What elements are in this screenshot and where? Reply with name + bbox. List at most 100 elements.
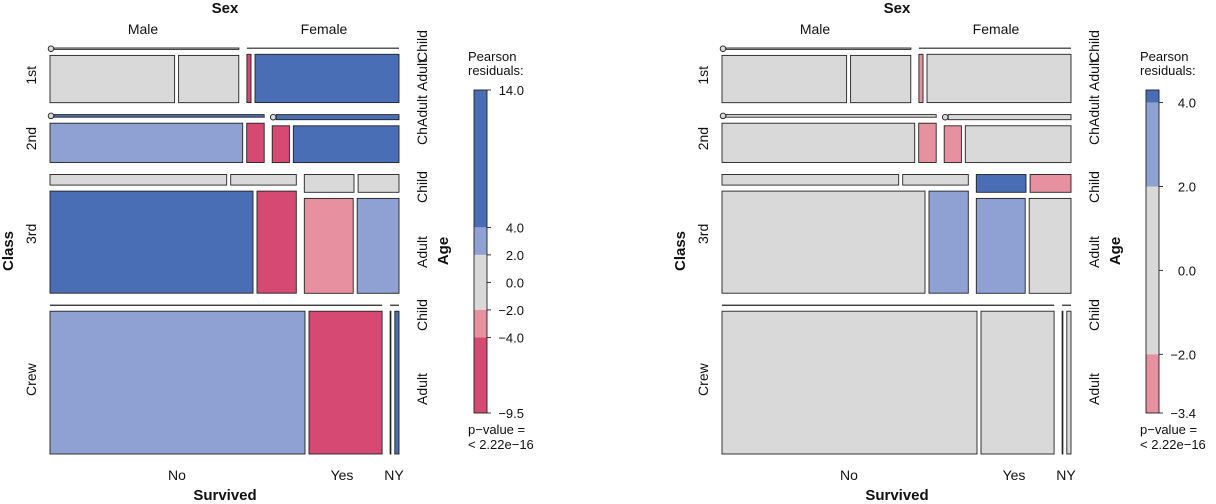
age-label-0: Child — [414, 30, 430, 62]
class-label-1st: 1st — [695, 66, 711, 85]
cell-2nd-Female-Child-Yes — [275, 114, 400, 121]
age-label-5: Adult — [414, 236, 430, 268]
age-label-0: Child — [1086, 30, 1102, 62]
survived-label-yes: Yes — [331, 467, 354, 483]
pvalue-line1: p−value = — [468, 422, 525, 437]
cell-3rd-Female-Adult-Yes — [1028, 197, 1072, 294]
cell-1st-Male-Child-Yes — [725, 47, 912, 50]
cell-3rd-Female-Child-No — [975, 174, 1027, 193]
legend-band-2 — [1146, 186, 1159, 355]
age-label-1: Adult — [414, 59, 430, 91]
axis-title-survived: Survived — [865, 487, 928, 504]
legend-title-line1: Pearson — [1140, 49, 1188, 64]
survived-label-no: No — [168, 467, 186, 483]
cell-2nd-Female-Adult-No — [943, 125, 962, 164]
survived-label-no: No — [840, 467, 858, 483]
cell-3rd-Male-Adult-No — [721, 190, 926, 294]
cell-Crew-Female-Adult-Yes — [1066, 310, 1072, 455]
cell-1st-Female-Adult-No — [246, 53, 252, 104]
cell-1st-Male-Adult-No — [49, 54, 176, 104]
cell-1st-Male-Adult-No — [721, 54, 848, 104]
legend-band-3 — [474, 309, 487, 338]
legend-tick-label-4: −3.4 — [1170, 406, 1196, 421]
cell-2nd-Male-Adult-Yes — [918, 122, 937, 163]
legend-tick-label-1: 4.0 — [506, 220, 524, 235]
legend-box — [1145, 89, 1160, 414]
pvalue-line2: < 2.22e−16 — [468, 437, 534, 452]
legend-tick-label-1: 2.0 — [1178, 179, 1196, 194]
class-label-2nd: 2nd — [23, 127, 39, 150]
legend-band-0 — [1146, 90, 1159, 103]
legend-box — [473, 89, 488, 414]
class-label-3rd: 3rd — [23, 224, 39, 244]
age-label-1: Adult — [1086, 59, 1102, 91]
class-label-3rd: 3rd — [695, 224, 711, 244]
legend-tick-label-0: 14.0 — [499, 83, 524, 98]
legend-tick-label-3: −2.0 — [1170, 347, 1196, 362]
cell-2nd-Female-Adult-Yes — [964, 125, 1072, 164]
class-label-Crew: Crew — [695, 362, 711, 396]
mosaic-panel-right: Sex Male Female Class 1st 2nd 3rd Crew No Yes NY Su… — [672, 0, 1206, 504]
cell-3rd-Female-Adult-Yes — [356, 197, 400, 294]
class-label-Crew: Crew — [23, 362, 39, 396]
cell-3rd-Male-Adult-No — [49, 190, 254, 294]
cell-3rd-Female-Child-No — [303, 174, 355, 193]
cell-2nd-Male-Child-Yes — [53, 114, 265, 118]
cell-3rd-Female-Adult-No — [975, 197, 1026, 294]
cell-3rd-Female-Adult-No — [303, 197, 354, 294]
sex-label-female: Female — [301, 21, 348, 37]
cell-Crew-Male-Adult-No — [721, 310, 978, 455]
cell-1st-Female-Adult-No — [918, 53, 924, 104]
legend-band-2 — [474, 254, 487, 310]
axis-title-age: Age — [435, 237, 452, 265]
cell-Crew-Male-Adult-Yes — [308, 310, 383, 455]
axis-title-survived: Survived — [193, 487, 256, 504]
cell-2nd-Male-Child-No-zero — [719, 112, 727, 120]
cell-2nd-Female-Child-No-zero — [941, 113, 949, 121]
cell-1st-Male-Adult-Yes — [178, 54, 240, 104]
cell-3rd-Male-Child-Yes — [902, 174, 969, 186]
cell-1st-Male-Child-Yes — [53, 47, 240, 50]
cell-2nd-Female-Adult-No — [271, 125, 290, 164]
age-label-7: Adult — [1086, 373, 1102, 405]
axis-title-sex: Sex — [212, 0, 239, 17]
pvalue-line1: p−value = — [1140, 422, 1197, 437]
legend-title-line2: residuals: — [1140, 63, 1196, 78]
cell-1st-Male-Child-No-zero — [47, 45, 55, 52]
class-label-2nd: 2nd — [695, 127, 711, 150]
cell-Crew-Female-Adult-No — [1061, 310, 1064, 455]
age-label-4: Child — [414, 171, 430, 203]
axis-title-class: Class — [672, 231, 689, 271]
legend-tick-label-2: 2.0 — [506, 248, 524, 263]
age-label-7: Adult — [414, 373, 430, 405]
legend-band-4 — [474, 337, 487, 413]
legend-band-3 — [1146, 354, 1159, 413]
cell-3rd-Male-Adult-Yes — [928, 190, 969, 294]
survived-label-ny: NY — [384, 467, 404, 483]
age-label-4: Child — [1086, 171, 1102, 203]
cell-2nd-Female-Child-Yes — [947, 114, 1072, 121]
cell-3rd-Male-Child-Yes — [230, 174, 297, 186]
class-label-1st: 1st — [23, 66, 39, 85]
cell-1st-Male-Child-No-zero — [719, 45, 727, 52]
legend-tick-label-4: −2.0 — [498, 303, 524, 318]
cell-Crew-Female-Adult-No — [389, 310, 392, 455]
axis-title-age: Age — [1107, 237, 1124, 265]
cell-Crew-Female-Adult-Yes — [394, 310, 400, 455]
cell-3rd-Male-Child-No — [721, 174, 900, 186]
legend-tick-label-0: 4.0 — [1178, 96, 1196, 111]
sex-label-male: Male — [128, 21, 159, 37]
cell-3rd-Male-Child-No — [49, 174, 228, 186]
legend-band-0 — [474, 90, 487, 228]
age-label-6: Child — [414, 299, 430, 331]
cell-1st-Female-Adult-Yes — [926, 53, 1072, 104]
axis-title-sex: Sex — [884, 0, 911, 17]
legend-tick-label-3: 0.0 — [506, 275, 524, 290]
survived-label-ny: NY — [1056, 467, 1076, 483]
legend-title-line2: residuals: — [468, 63, 524, 78]
cell-3rd-Female-Child-Yes — [357, 174, 400, 193]
cell-3rd-Male-Adult-Yes — [256, 190, 297, 294]
legend-band-1 — [474, 227, 487, 255]
cell-2nd-Female-Child-No-zero — [269, 113, 277, 121]
